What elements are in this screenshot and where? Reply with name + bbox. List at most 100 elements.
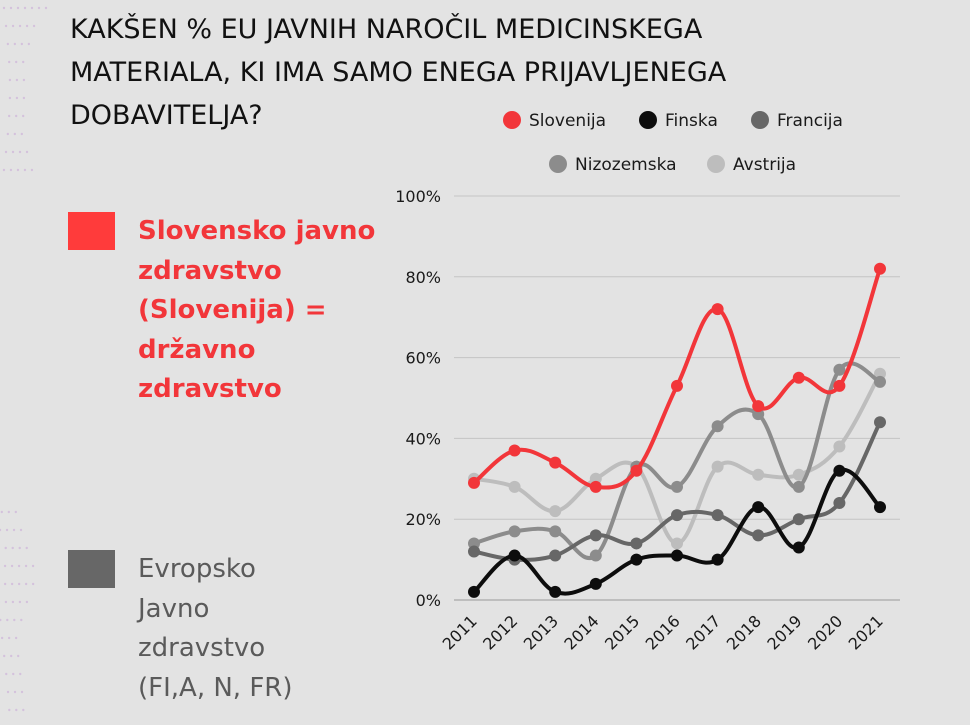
decor-dot (30, 168, 34, 172)
decor-dot (13, 132, 17, 136)
decor-dot (37, 6, 41, 10)
decor-dot (22, 60, 25, 64)
decor-dot (4, 24, 8, 28)
x-tick-label: 2016 (642, 611, 684, 653)
decor-dot (22, 78, 26, 82)
decor-dot (20, 618, 23, 622)
y-tick-label: 0% (416, 591, 441, 610)
decor-dot (10, 654, 13, 658)
decor-dot (25, 150, 29, 154)
data-point (792, 541, 805, 554)
data-point (752, 468, 765, 481)
data-point (711, 509, 724, 522)
decor-dot (25, 600, 29, 604)
decor-dot (8, 96, 12, 100)
y-tick-label: 20% (405, 510, 441, 529)
card-line: zdravstvo (138, 374, 282, 404)
decor-dot (21, 114, 25, 118)
data-point (833, 497, 846, 510)
decor-dot (18, 600, 22, 604)
x-tick-label: 2014 (560, 611, 602, 653)
decor-dot (14, 636, 18, 640)
y-tick-label: 40% (405, 429, 441, 448)
decor-dot (4, 546, 7, 550)
decor-dot (6, 618, 9, 622)
slovenia-swatch (68, 212, 115, 250)
decor-dot (11, 546, 14, 550)
x-tick-label: 2012 (479, 611, 521, 653)
card-line: zdravstvo (138, 255, 282, 286)
data-point (711, 420, 724, 433)
decor-dot (19, 672, 22, 676)
decor-dot (22, 96, 26, 100)
decor-dot (13, 618, 16, 622)
decor-dot (8, 78, 12, 82)
x-tick-label: 2020 (804, 611, 846, 653)
decor-dot (14, 114, 18, 118)
legend-marker (707, 155, 725, 173)
data-point (589, 480, 602, 493)
y-tick-label: 80% (405, 268, 441, 287)
legend-label: Finska (665, 111, 718, 131)
data-point (508, 480, 521, 493)
series-line-finska (472, 467, 882, 596)
data-point (549, 456, 562, 469)
data-point (792, 371, 805, 384)
decor-dot (4, 600, 8, 604)
decorative-dots (0, 6, 48, 712)
card-line: Javno (138, 593, 210, 624)
title-line: KAKŠEN % EU JAVNIH NAROČIL MEDICINSKEGA (70, 14, 703, 45)
europe-card-text: Evropsko Javno zdravstvo (FI,A, N, FR) (138, 550, 293, 708)
data-point (468, 476, 480, 489)
data-point (833, 379, 846, 392)
data-point (833, 464, 846, 477)
data-point (630, 553, 643, 566)
data-point (671, 379, 683, 392)
decor-dot (23, 168, 27, 172)
data-point (874, 262, 886, 275)
data-point (752, 501, 765, 514)
data-point (792, 513, 805, 526)
page-title: KAKŠEN % EU JAVNIH NAROČIL MEDICINSKEGA … (70, 8, 830, 137)
data-point (549, 585, 562, 598)
card-line: Evropsko (138, 554, 256, 584)
decor-dot (8, 60, 11, 64)
data-point (833, 363, 846, 376)
title-line: DOBAVITELJA? (70, 100, 263, 131)
data-point (549, 525, 562, 538)
legend-marker (639, 111, 657, 129)
decor-dot (31, 582, 35, 586)
legend-marker (549, 155, 567, 173)
decor-dot (11, 24, 15, 28)
decor-dot (31, 564, 35, 568)
x-tick-label: 2018 (723, 611, 765, 653)
decor-dot (9, 168, 13, 172)
decor-dot (17, 582, 21, 586)
x-tick-label: 2021 (845, 611, 887, 653)
decor-dot (6, 690, 10, 694)
decor-dot (32, 24, 36, 28)
data-point (671, 537, 683, 550)
title-line: MATERIALA, KI IMA SAMO ENEGA PRIJAVLJENE… (70, 57, 727, 88)
data-point (752, 529, 765, 542)
decor-dot (15, 708, 18, 712)
legend-label: Nizozemska (575, 155, 677, 175)
decor-dot (5, 528, 9, 532)
x-tick-label: 2019 (763, 611, 805, 653)
data-point (671, 509, 683, 522)
data-point (874, 501, 886, 514)
data-point (549, 549, 562, 562)
decor-dot (30, 6, 34, 10)
data-point (792, 468, 805, 481)
decor-dot (17, 564, 21, 568)
legend-label: Slovenija (529, 111, 606, 131)
x-tick-label: 2015 (601, 611, 643, 653)
data-point (752, 400, 765, 413)
decor-dot (19, 528, 23, 532)
data-point (589, 549, 602, 562)
decor-dot (7, 114, 11, 118)
decor-dot (16, 6, 20, 10)
decor-dot (24, 582, 28, 586)
decor-dot (15, 60, 18, 64)
decor-dot (18, 546, 21, 550)
